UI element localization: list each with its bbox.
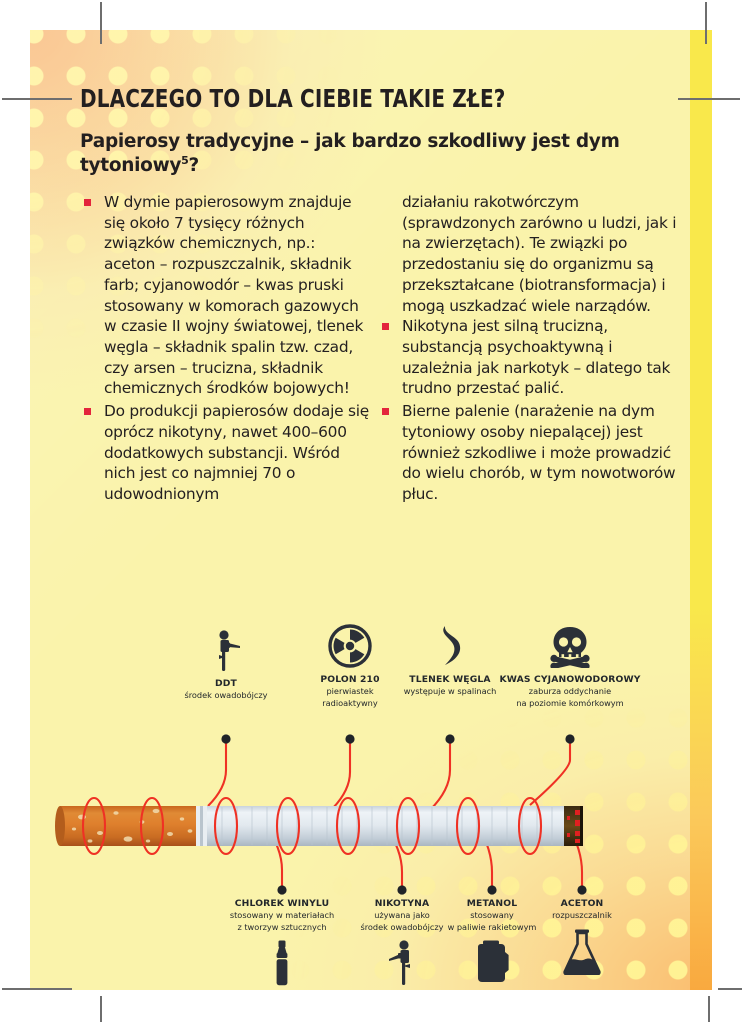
topic-description: rozpuszczalnik — [552, 910, 612, 920]
bottle-icon — [212, 940, 352, 988]
crop-mark-top-right-vertical — [705, 2, 707, 44]
topic-description: używana jako — [374, 910, 430, 920]
polka-dot-pattern-top-left — [30, 30, 420, 440]
topic-description: na poziomie komórkowym — [516, 697, 624, 708]
poster-page: DLACZEGO TO DLA CIEBIE TAKIE ZŁE? Papier… — [30, 30, 712, 990]
skull-crossbones-icon — [495, 626, 645, 668]
topic-description: środek owadobójczy — [184, 690, 268, 700]
sprayer-person-icon — [342, 940, 462, 988]
topic-description: stosowany w materiałach — [229, 910, 335, 920]
topic-label: NIKOTYNA — [374, 898, 430, 909]
list-item: Do produkcji papierosów dodaje się opróc… — [80, 401, 370, 505]
bullet-list-right: Nikotyna jest silną trucizną, substancją… — [378, 316, 678, 504]
topic-description: stosowany — [470, 910, 514, 920]
topic-label: DDT — [215, 678, 237, 689]
subtitle-main: Papierosy tradycyjne – jak bardzo szkodl… — [80, 131, 620, 176]
topic-ddt: DDT środek owadobójczy — [176, 630, 276, 701]
page-title: DLACZEGO TO DLA CIEBIE TAKIE ZŁE? — [80, 84, 506, 113]
smoke-icon — [400, 626, 500, 668]
bullet-list-left: W dymie papierosowym znajduje się około … — [80, 192, 370, 505]
topic-description: pierwiastek — [326, 686, 374, 696]
topic-nikotyna: NIKOTYNA używana jako środek owadobójczy — [342, 898, 462, 988]
body-column-right: działaniu rakotwórczym (sprawdzonych zar… — [378, 192, 678, 507]
topic-chlorek-winylu: CHLOREK WINYLU stosowany w materiałach z… — [212, 898, 352, 988]
list-item: Bierne palenie (narażenie na dym tytonio… — [378, 401, 678, 505]
topic-metanol: METANOL stosowany w paliwie rakietowym — [432, 898, 552, 988]
list-item: W dymie papierosowym znajduje się około … — [80, 192, 370, 399]
list-item-continuation: działaniu rakotwórczym (sprawdzonych zar… — [402, 193, 677, 315]
topic-description: z tworzyw sztucznych — [237, 921, 327, 932]
topic-label: ACETON — [560, 898, 604, 909]
section-subtitle: Papierosy tradycyjne – jak bardzo szkodl… — [80, 130, 660, 178]
smoke-rings — [81, 796, 543, 856]
crop-mark-bottom-left-vertical — [100, 996, 102, 1022]
crop-mark-bottom-left-horizontal — [2, 988, 72, 990]
crop-mark-top-left-horizontal — [2, 98, 72, 100]
topic-description: występuje w spalinach — [403, 686, 497, 696]
subtitle-tail: ? — [188, 154, 200, 176]
topic-label: POLON 210 — [320, 674, 380, 685]
cigarette-seam — [196, 806, 200, 846]
cigarette-paper — [207, 806, 564, 846]
flask-icon — [532, 929, 632, 977]
topic-label: KWAS CYJANOWODOROWY — [499, 674, 641, 685]
topic-tlenek-wegla: TLENEK WĘGLA występuje w spalinach — [400, 626, 500, 697]
topic-aceton: ACETON rozpuszczalnik — [532, 898, 632, 977]
bleed-strip-right — [690, 30, 712, 990]
topic-polon-210: POLON 210 pierwiastek radioaktywny — [300, 624, 400, 708]
topic-label: METANOL — [466, 898, 518, 909]
jerrycan-icon — [432, 940, 552, 988]
topic-description: zaburza oddychanie — [528, 686, 612, 696]
subtitle-footnote-marker: 5 — [181, 153, 189, 167]
cigarette-burning-tip — [564, 806, 583, 846]
body-column-left: W dymie papierosowym znajduje się około … — [80, 192, 370, 507]
topic-description: środek owadobójczy — [360, 921, 444, 932]
topic-label: CHLOREK WINYLU — [234, 898, 330, 909]
cigarette-filter — [55, 806, 196, 846]
polka-dot-pattern-bottom-right — [202, 620, 712, 990]
topic-label: TLENEK WĘGLA — [409, 674, 491, 685]
sprayer-person-icon — [176, 630, 276, 672]
topic-description: radioaktywny — [322, 697, 378, 708]
cigarette-infographic: DDT środek owadobójczy POLON 210 pierwia… — [30, 620, 712, 990]
crop-mark-bottom-right-horizontal — [718, 988, 742, 990]
radioactive-icon — [300, 624, 400, 668]
list-item: Nikotyna jest silną trucizną, substancją… — [378, 316, 678, 399]
cigarette-illustration — [55, 796, 583, 856]
crop-mark-bottom-right-vertical — [708, 996, 710, 1022]
topic-kwas-cyjanowodorowy: KWAS CYJANOWODOROWY zaburza oddychanie n… — [495, 626, 645, 708]
crop-mark-top-left-vertical — [100, 2, 102, 44]
crop-mark-top-right-horizontal — [678, 98, 740, 100]
topic-description: w paliwie rakietowym — [447, 921, 537, 932]
